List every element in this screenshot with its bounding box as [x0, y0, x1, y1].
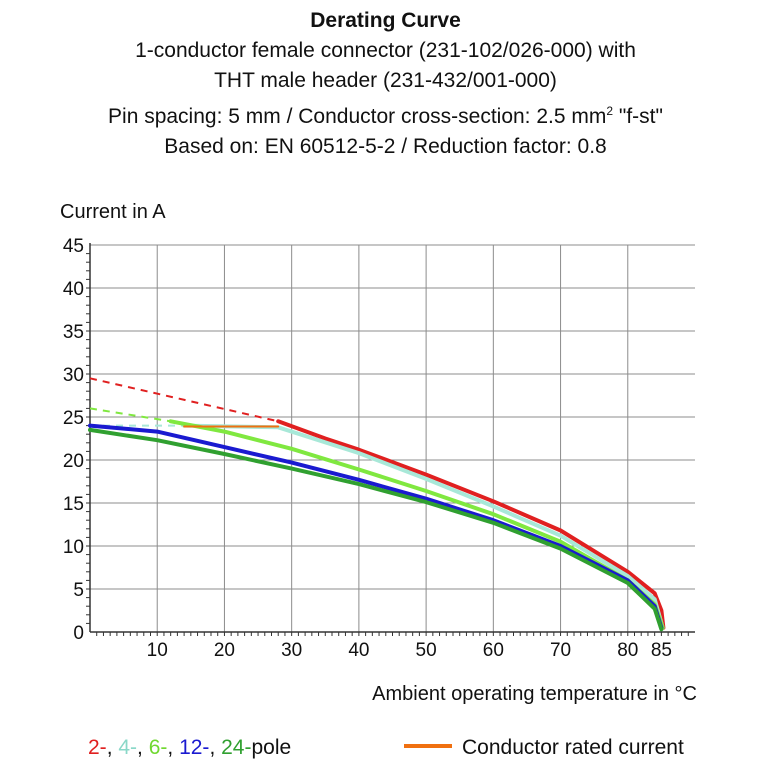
x-tick-label-30: 30 [281, 640, 302, 661]
legend-pole-item-7: , [209, 736, 221, 759]
x-axis-label: Ambient operating temperature in °C [372, 683, 697, 705]
legend-pole-item-1: , [107, 736, 119, 759]
series-lines [88, 377, 666, 632]
y-tick-label-0: 0 [73, 623, 84, 644]
pin-spacing-text: Pin spacing: 5 mm / Conductor cross-sect… [108, 105, 607, 128]
legend-rated-label: Conductor rated current [462, 736, 684, 759]
y-tick-label-20: 20 [63, 451, 84, 472]
chart-title-block: Derating Curve 1-conductor female connec… [0, 6, 771, 162]
x-tick-label-50: 50 [416, 640, 437, 661]
chart-subtitle-line-4: Based on: EN 60512-5-2 / Reduction facto… [164, 135, 607, 158]
x-tick-label-60: 60 [483, 640, 504, 661]
x-tick-label-80: 80 [617, 640, 638, 661]
legend-pole-item-9: pole [251, 736, 291, 759]
tick-labels: 0 5 10 15 20 25 30 35 40 45 10 20 30 40 50 60 70 80 85 [63, 236, 672, 661]
grid [90, 244, 695, 632]
legend-pole-item-5: , [167, 736, 179, 759]
axes [86, 243, 695, 636]
x-tick-label-10: 10 [147, 640, 168, 661]
series-6-extrapolation [89, 407, 171, 423]
legend: 2-, 4-, 6-, 12-, 24-pole Conductor rated… [88, 736, 684, 759]
chart-subtitle-line-2: THT male header (231-432/001-000) [214, 69, 557, 92]
legend-pole-counts: 2-, 4-, 6-, 12-, 24-pole [88, 736, 291, 759]
series-2-extrapolation [89, 377, 279, 423]
y-tick-label-35: 35 [63, 322, 84, 343]
y-tick-label-25: 25 [63, 408, 84, 429]
y-axis-label: Current in A [60, 201, 166, 223]
y-tick-label-15: 15 [63, 494, 84, 515]
legend-pole-item-2: 4- [118, 736, 137, 759]
x-tick-label-70: 70 [550, 640, 571, 661]
chart-subtitle-line-1: 1-conductor female connector (231-102/02… [135, 39, 636, 62]
y-tick-label-30: 30 [63, 365, 84, 386]
y-tick-label-5: 5 [73, 580, 84, 601]
y-tick-label-10: 10 [63, 537, 84, 558]
x-tick-label-40: 40 [348, 640, 369, 661]
chart-subtitle-line-3: Pin spacing: 5 mm / Conductor cross-sect… [0, 96, 771, 132]
legend-pole-item-4: 6- [149, 736, 168, 759]
legend-pole-item-8: 24- [221, 736, 251, 759]
squared-superscript: 2 [606, 104, 614, 118]
x-tick-label-20: 20 [214, 640, 235, 661]
x-tick-label-85: 85 [651, 640, 672, 661]
fst-text: "f-st" [613, 105, 663, 128]
y-tick-label-45: 45 [63, 236, 84, 257]
series-2-line [276, 419, 666, 630]
legend-pole-item-0: 2- [88, 736, 107, 759]
series-24-line [88, 427, 664, 632]
chart-title: Derating Curve [310, 9, 461, 32]
series-4-line [182, 423, 665, 630]
legend-pole-item-3: , [137, 736, 149, 759]
y-tick-label-40: 40 [63, 279, 84, 300]
legend-pole-item-6: 12- [179, 736, 209, 759]
